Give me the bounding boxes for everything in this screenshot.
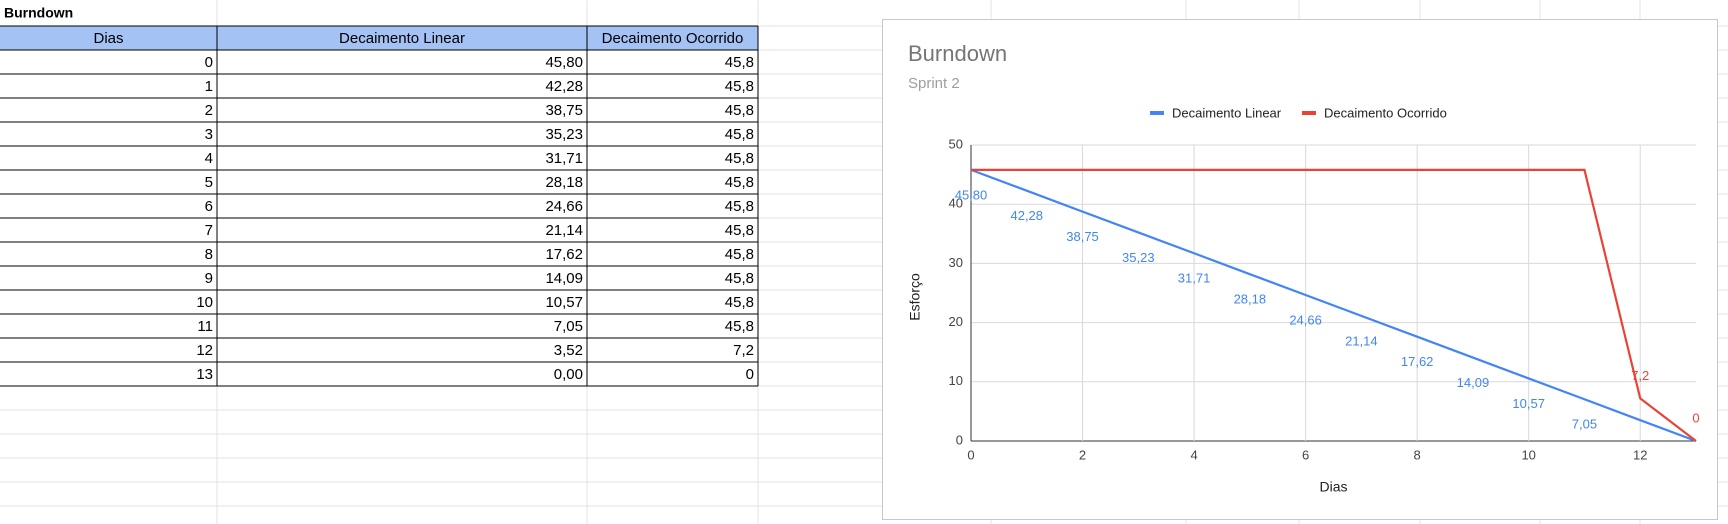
- table-cell: 4: [205, 150, 213, 167]
- table-cell: 45,8: [725, 126, 754, 143]
- data-label: 28,18: [1234, 292, 1267, 307]
- table-cell: 45,80: [545, 54, 583, 71]
- table-cell: 21,14: [545, 222, 583, 239]
- table-cell: 28,18: [545, 174, 583, 191]
- table-cell: 45,8: [725, 318, 754, 335]
- table-cell: 0: [746, 366, 754, 383]
- table-cell: 7,05: [554, 318, 583, 335]
- data-label: 21,14: [1345, 333, 1378, 348]
- data-label: 42,28: [1010, 208, 1043, 223]
- y-tick-label: 30: [949, 255, 963, 270]
- data-label: 0: [1692, 410, 1699, 425]
- legend-swatch: [1302, 111, 1316, 115]
- x-tick-label: 6: [1302, 447, 1309, 462]
- y-axis-label: Esforço: [907, 273, 923, 321]
- chart-subtitle: Sprint 2: [908, 75, 960, 92]
- chart-title: Burndown: [908, 41, 1007, 66]
- data-label: 45,80: [955, 187, 988, 202]
- legend-label: Decaimento Ocorrido: [1324, 105, 1447, 120]
- table-cell: 8: [205, 246, 213, 263]
- table-cell: 1: [205, 78, 213, 95]
- y-tick-label: 50: [949, 136, 963, 151]
- table-cell: 2: [205, 102, 213, 119]
- table-cell: 0,00: [554, 366, 583, 383]
- legend-swatch: [1150, 111, 1164, 115]
- y-tick-label: 0: [956, 432, 963, 447]
- data-label: 35,23: [1122, 250, 1155, 265]
- table-cell: 31,71: [545, 150, 583, 167]
- column-header: Decaimento Ocorrido: [602, 30, 744, 47]
- table-cell: 7,2: [733, 342, 754, 359]
- x-tick-label: 4: [1190, 447, 1197, 462]
- data-label: 38,75: [1066, 229, 1099, 244]
- data-label: 10,57: [1512, 396, 1545, 411]
- table-cell: 13: [196, 366, 213, 383]
- table-cell: 7: [205, 222, 213, 239]
- table-cell: 45,8: [725, 198, 754, 215]
- x-tick-label: 0: [967, 447, 974, 462]
- x-tick-label: 8: [1414, 447, 1421, 462]
- y-tick-label: 20: [949, 314, 963, 329]
- table-cell: 45,8: [725, 174, 754, 191]
- table-cell: 14,09: [545, 270, 583, 287]
- x-tick-label: 2: [1079, 447, 1086, 462]
- table-cell: 9: [205, 270, 213, 287]
- legend-label: Decaimento Linear: [1172, 105, 1282, 120]
- y-tick-label: 10: [949, 373, 963, 388]
- chart-frame: [882, 19, 1718, 520]
- x-axis-label: Dias: [1319, 479, 1347, 495]
- sheet-title: Burndown: [4, 5, 73, 21]
- column-header: Dias: [93, 30, 123, 47]
- table-cell: 45,8: [725, 54, 754, 71]
- series-line: [971, 168, 1697, 442]
- table-cell: 24,66: [545, 198, 583, 215]
- table-cell: 3,52: [554, 342, 583, 359]
- table-cell: 6: [205, 198, 213, 215]
- table-cell: 10: [196, 294, 213, 311]
- data-label: 24,66: [1289, 312, 1322, 327]
- table-cell: 0: [205, 54, 213, 71]
- table-cell: 3: [205, 126, 213, 143]
- table-cell: 11: [197, 318, 213, 335]
- table-cell: 45,8: [725, 102, 754, 119]
- table-cell: 17,62: [545, 246, 583, 263]
- y-tick-label: 40: [949, 196, 963, 211]
- data-label: 7,05: [1572, 417, 1597, 432]
- series-line: [970, 168, 1697, 443]
- header-row: [0, 26, 758, 50]
- data-label: 31,71: [1178, 271, 1211, 286]
- table-cell: 42,28: [545, 78, 583, 95]
- table-cell: 45,8: [725, 78, 754, 95]
- table-cell: 45,8: [725, 246, 754, 263]
- table-cell: 45,8: [725, 294, 754, 311]
- column-header: Decaimento Linear: [339, 30, 465, 47]
- table-cell: 45,8: [725, 270, 754, 287]
- table-cell: 38,75: [545, 102, 583, 119]
- table-cell: 10,57: [545, 294, 583, 311]
- data-label: 7,2: [1631, 368, 1649, 383]
- data-label: 17,62: [1401, 354, 1434, 369]
- data-label: 14,09: [1457, 375, 1490, 390]
- table-cell: 12: [196, 342, 213, 359]
- table-cell: 35,23: [545, 126, 583, 143]
- table-cell: 5: [205, 174, 213, 191]
- x-tick-label: 12: [1633, 447, 1647, 462]
- table-cell: 45,8: [725, 222, 754, 239]
- table-cell: 45,8: [725, 150, 754, 167]
- x-tick-label: 10: [1521, 447, 1535, 462]
